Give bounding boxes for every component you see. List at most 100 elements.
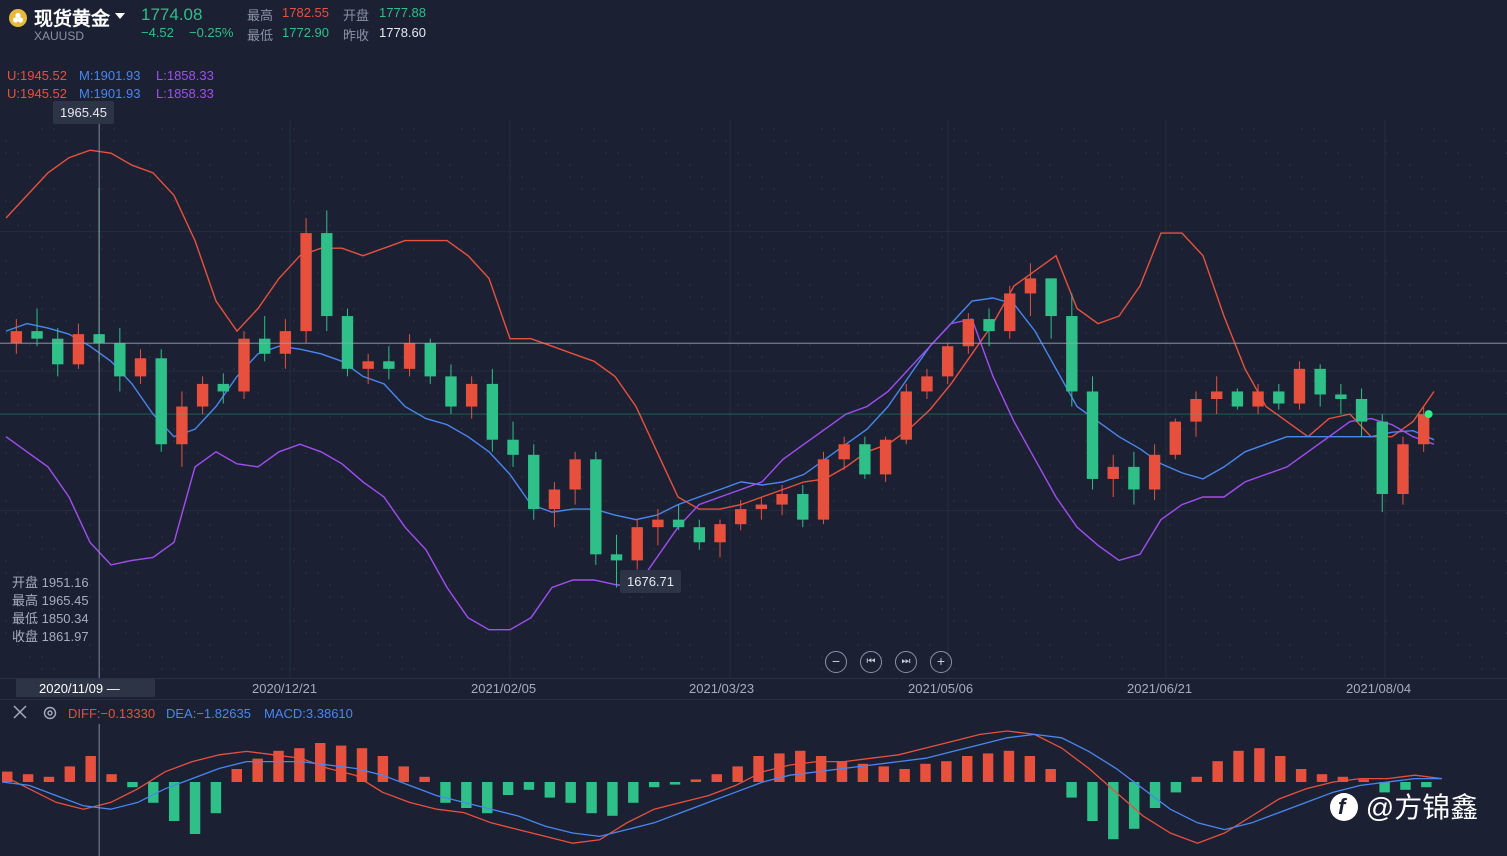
macd-bar bbox=[1358, 779, 1369, 782]
bg-dot bbox=[965, 572, 967, 574]
candle-body bbox=[1190, 399, 1202, 422]
bg-dot bbox=[737, 632, 739, 634]
bg-dot bbox=[1349, 284, 1351, 286]
bg-dot bbox=[629, 296, 631, 298]
bg-dot bbox=[1349, 644, 1351, 646]
bg-dot bbox=[677, 452, 679, 454]
bg-dot bbox=[1349, 464, 1351, 466]
bg-dot bbox=[1277, 152, 1279, 154]
candle bbox=[631, 519, 643, 570]
bg-dot bbox=[557, 452, 559, 454]
bg-dot bbox=[389, 296, 391, 298]
bg-dot bbox=[1421, 296, 1423, 298]
candle-body bbox=[569, 459, 581, 490]
bg-dot bbox=[389, 476, 391, 478]
close-icon[interactable] bbox=[12, 704, 28, 720]
bg-dot bbox=[1433, 140, 1435, 142]
bg-dot bbox=[1277, 212, 1279, 214]
bg-dot bbox=[1157, 392, 1159, 394]
bg-dot bbox=[833, 140, 835, 142]
bg-dot bbox=[845, 620, 847, 622]
bg-dot bbox=[353, 200, 355, 202]
bg-dot bbox=[977, 632, 979, 634]
bg-dot bbox=[1361, 668, 1363, 670]
bg-dot bbox=[545, 440, 547, 442]
bg-dot bbox=[725, 392, 727, 394]
bg-dot bbox=[269, 656, 271, 658]
bg-dot bbox=[1301, 548, 1303, 550]
bg-dot bbox=[809, 416, 811, 418]
bg-dot bbox=[497, 464, 499, 466]
bg-dot bbox=[1193, 560, 1195, 562]
bg-dot bbox=[929, 284, 931, 286]
bg-dot bbox=[701, 368, 703, 370]
macd-chart[interactable] bbox=[0, 724, 1507, 856]
bg-dot bbox=[449, 164, 451, 166]
bg-dot bbox=[1289, 656, 1291, 658]
candle-body bbox=[1004, 293, 1016, 332]
bg-dot bbox=[41, 248, 43, 250]
bg-dot bbox=[1001, 308, 1003, 310]
bg-dot bbox=[1025, 620, 1027, 622]
scroll-start-button[interactable]: ⏮ bbox=[860, 651, 882, 673]
bg-dot bbox=[353, 128, 355, 130]
bg-dot bbox=[737, 332, 739, 334]
bg-dot bbox=[1121, 416, 1123, 418]
bg-dot bbox=[1229, 464, 1231, 466]
bg-dot bbox=[317, 404, 319, 406]
bg-dot bbox=[1469, 464, 1471, 466]
bg-dot bbox=[1313, 140, 1315, 142]
scroll-end-button[interactable]: ⏭ bbox=[895, 651, 917, 673]
bg-dot bbox=[1337, 572, 1339, 574]
bg-dot bbox=[1013, 260, 1015, 262]
zoom-in-button[interactable]: + bbox=[930, 651, 952, 673]
bg-dot bbox=[1037, 572, 1039, 574]
bg-dot bbox=[1229, 536, 1231, 538]
settings-icon[interactable] bbox=[42, 705, 58, 721]
price-chart[interactable] bbox=[0, 120, 1507, 678]
bg-dot bbox=[785, 152, 787, 154]
bg-dot bbox=[5, 320, 7, 322]
candle-body bbox=[465, 383, 478, 407]
bg-dot bbox=[1493, 200, 1495, 202]
bg-dot bbox=[653, 380, 655, 382]
bg-dot bbox=[1373, 200, 1375, 202]
instrument-name[interactable]: 现货黄金 bbox=[34, 9, 111, 30]
candle-body bbox=[259, 338, 271, 354]
bg-dot bbox=[1193, 320, 1195, 322]
bg-dot bbox=[965, 212, 967, 214]
bg-dot bbox=[1241, 248, 1243, 250]
bg-dot bbox=[677, 404, 679, 406]
bg-dot bbox=[1157, 164, 1159, 166]
bg-dot bbox=[797, 452, 799, 454]
bg-dot bbox=[149, 404, 151, 406]
bg-dot bbox=[1121, 488, 1123, 490]
macd-bar bbox=[1421, 782, 1432, 788]
bg-dot bbox=[761, 308, 763, 310]
bg-dot bbox=[1241, 416, 1243, 418]
bg-dot bbox=[413, 620, 415, 622]
bg-dot bbox=[773, 200, 775, 202]
bg-dot bbox=[293, 128, 295, 130]
bg-dot bbox=[1301, 596, 1303, 598]
bg-dot bbox=[713, 308, 715, 310]
bg-dot bbox=[221, 596, 223, 598]
bg-dot bbox=[1037, 164, 1039, 166]
bg-dot bbox=[593, 200, 595, 202]
bg-dot bbox=[485, 320, 487, 322]
bg-dot bbox=[1301, 308, 1303, 310]
bg-dot bbox=[89, 596, 91, 598]
bg-dot bbox=[281, 488, 283, 490]
bg-dot bbox=[449, 176, 451, 178]
bg-dot bbox=[413, 608, 415, 610]
bg-dot bbox=[341, 536, 343, 538]
caret-down-icon[interactable] bbox=[115, 13, 125, 19]
bg-dot bbox=[197, 584, 199, 586]
bg-dot bbox=[293, 548, 295, 550]
bg-dot bbox=[497, 152, 499, 154]
bg-dot bbox=[473, 488, 475, 490]
bg-dot bbox=[125, 440, 127, 442]
zoom-out-button[interactable]: − bbox=[825, 651, 847, 673]
bg-dot bbox=[773, 500, 775, 502]
bg-dot bbox=[1373, 368, 1375, 370]
